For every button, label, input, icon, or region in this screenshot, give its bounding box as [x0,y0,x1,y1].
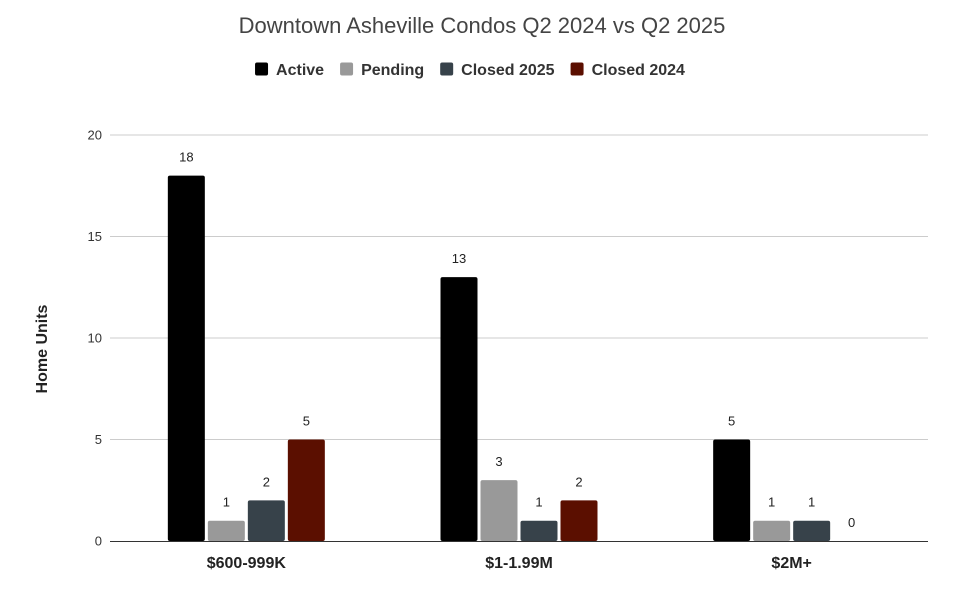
data-label-closed-2024-1-1-99m: 2 [575,474,582,489]
legend-label-active: Active [276,62,324,79]
legend-item-active: Active [255,62,324,79]
bar-closed-2025-600-999k [247,500,285,541]
x-tick-label-1-1-99m: $1-1.99M [485,555,553,572]
data-label-closed-2025-1-1-99m: 1 [535,495,542,510]
legend-swatch-active [255,62,269,76]
legend-label-pending: Pending [361,62,424,79]
data-label-pending-600-999k: 1 [223,495,230,510]
bar-active-600-999k [167,175,205,541]
legend-swatch-closed-2025 [440,62,454,76]
bar-closed-2024-600-999k [287,439,325,541]
gridlines [110,134,928,542]
data-label-active-600-999k: 18 [179,150,193,165]
data-label-closed-2025-2m: 1 [808,495,815,510]
legend-item-closed-2024: Closed 2024 [570,62,685,79]
bars [167,175,831,541]
y-tick-label-5: 5 [95,432,102,447]
x-tick-label-600-999k: $600-999K [207,555,287,572]
legend-label-closed-2025: Closed 2025 [461,62,554,79]
legend-swatch-closed-2024 [570,62,584,76]
bar-pending-1-1-99m [480,480,518,541]
bar-active-1-1-99m [440,277,478,541]
data-labels: 18 1 2 5 13 3 1 2 5 1 1 0 [179,150,855,530]
y-tick-label-0: 0 [95,534,102,549]
legend-swatch-pending [340,62,354,76]
legend-item-closed-2025: Closed 2025 [440,62,555,79]
data-label-closed-2024-2m: 0 [848,515,855,530]
y-axis-ticks: 0 5 10 15 20 [88,128,102,549]
data-label-active-1-1-99m: 13 [452,251,466,266]
y-axis-label: Home Units [34,304,51,393]
y-tick-label-20: 20 [88,128,102,143]
legend-label-closed-2024: Closed 2024 [592,62,685,79]
y-tick-label-15: 15 [88,229,102,244]
y-tick-label-10: 10 [88,331,102,346]
x-tick-label-2m: $2M+ [771,555,811,572]
bar-closed-2024-1-1-99m [560,500,598,541]
data-label-closed-2025-600-999k: 2 [263,474,270,489]
bar-pending-2m [753,520,791,541]
data-label-active-2m: 5 [728,414,735,429]
bar-active-2m [713,439,751,541]
bar-closed-2025-1-1-99m [520,520,558,541]
chart-title: Downtown Asheville Condos Q2 2024 vs Q2 … [239,13,726,38]
data-label-closed-2024-600-999k: 5 [303,414,310,429]
legend-item-pending: Pending [340,62,424,79]
data-label-pending-2m: 1 [768,495,775,510]
x-axis-ticks: $600-999K $1-1.99M $2M+ [207,555,812,572]
bar-closed-2025-2m [793,520,831,541]
data-label-pending-1-1-99m: 3 [495,454,502,469]
bar-pending-600-999k [207,520,245,541]
legend: Active Pending Closed 2025 Closed 2024 [255,62,685,79]
